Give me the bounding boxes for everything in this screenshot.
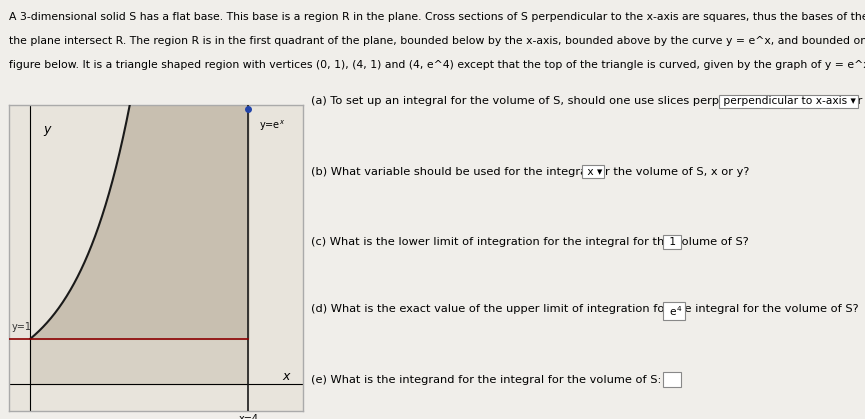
Text: figure below. It is a triangle shaped region with vertices (0, 1), (4, 1) and (4: figure below. It is a triangle shaped re…: [9, 60, 865, 70]
Text: (c) What is the lower limit of integration for the integral for the volume of S?: (c) What is the lower limit of integrati…: [311, 237, 749, 247]
Text: x=4: x=4: [238, 414, 259, 419]
Text: perpendicular to x-axis ▾: perpendicular to x-axis ▾: [721, 96, 856, 106]
Text: 1: 1: [666, 237, 679, 247]
Text: y=1: y=1: [11, 322, 31, 332]
Text: the plane intersect R. The region R is in the first quadrant of the plane, bound: the plane intersect R. The region R is i…: [9, 36, 865, 46]
Text: x: x: [283, 370, 290, 383]
Text: x ▾: x ▾: [584, 167, 602, 177]
Text: y=e$^x$: y=e$^x$: [260, 118, 285, 133]
Text: A 3-dimensional solid S has a flat base. This base is a region R in the plane. C: A 3-dimensional solid S has a flat base.…: [9, 12, 865, 22]
Text: e$^4$: e$^4$: [666, 304, 682, 318]
Text: (b) What variable should be used for the integral for the volume of S, x or y?: (b) What variable should be used for the…: [311, 167, 750, 177]
Text: y: y: [43, 123, 50, 136]
Text: (a) To set up an integral for the volume of S, should one use slices perpendicul: (a) To set up an integral for the volume…: [311, 96, 865, 106]
Text: (d) What is the exact value of the upper limit of integration for the integral f: (d) What is the exact value of the upper…: [311, 304, 859, 314]
Text: (e) What is the integrand for the integral for the volume of S:: (e) What is the integrand for the integr…: [311, 375, 662, 385]
